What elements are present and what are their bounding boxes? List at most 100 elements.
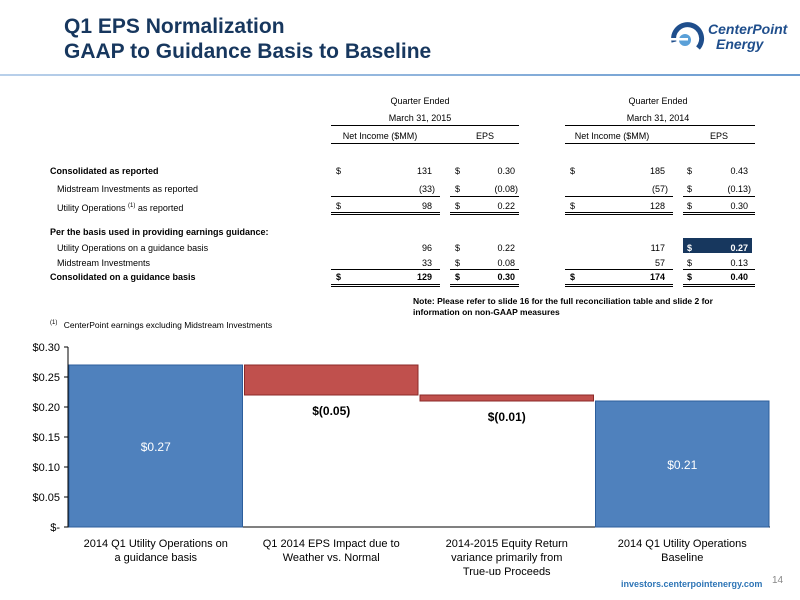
cell-ni15-midstream-inv: 33 bbox=[421, 258, 432, 268]
cell-eps14-consolidated: 0.43 bbox=[730, 166, 748, 176]
reconciliation-note: Note: Please refer to slide 16 for the f… bbox=[413, 296, 713, 317]
title-line-1: Q1 EPS Normalization bbox=[64, 15, 285, 38]
y-tick-label: $- bbox=[50, 522, 60, 534]
header-2014-underline bbox=[565, 125, 755, 126]
cell-eps14-midstream: (0.13) bbox=[727, 184, 751, 194]
subtotal-line bbox=[565, 269, 673, 270]
y-tick-label: $0.10 bbox=[32, 462, 60, 474]
currency-sign: $ bbox=[336, 201, 342, 211]
total-double-line bbox=[683, 212, 755, 215]
cell-ni15-consolidated: 131 bbox=[416, 166, 432, 176]
cell-eps14-midstream-inv: 0.13 bbox=[730, 258, 748, 268]
page-number: 14 bbox=[772, 575, 784, 586]
currency-sign: $ bbox=[687, 166, 693, 176]
title-line-2: GAAP to Guidance Basis to Baseline bbox=[64, 40, 432, 63]
cell-eps15-consolidated: 0.30 bbox=[497, 166, 515, 176]
highlight-cell bbox=[683, 238, 752, 253]
y-tick-label: $0.20 bbox=[32, 402, 60, 414]
currency-sign: $ bbox=[570, 201, 576, 211]
cell-eps14-utility: 0.30 bbox=[730, 201, 748, 211]
row-label-midstream-investments: Midstream Investments bbox=[57, 258, 151, 268]
col-eps-2014: EPS bbox=[709, 131, 728, 141]
category-label-2: Q1 2014 EPS Impact due to Weather vs. Nor… bbox=[263, 538, 400, 564]
subtotal-line bbox=[331, 196, 440, 197]
currency-sign: $ bbox=[687, 201, 693, 211]
data-label-4: $0.21 bbox=[667, 458, 697, 472]
cell-eps15-midstream: (0.08) bbox=[494, 184, 518, 194]
header-2015-underline bbox=[331, 125, 519, 126]
cell-eps15-utility: 0.22 bbox=[497, 201, 515, 211]
row-label-consolidated-reported: Consolidated as reported bbox=[50, 166, 159, 176]
subtotal-line bbox=[565, 196, 673, 197]
cell-ni14-consolidated-guidance: 174 bbox=[649, 272, 665, 282]
total-double-line bbox=[565, 284, 673, 287]
y-tick-label: $0.15 bbox=[32, 432, 60, 444]
data-label-1: $0.27 bbox=[141, 440, 171, 454]
subtotal-line bbox=[683, 269, 755, 270]
total-double-line bbox=[450, 284, 519, 287]
subtotal-line bbox=[450, 269, 519, 270]
currency-sign: $ bbox=[687, 243, 693, 253]
utility-label: Utility Operations bbox=[57, 203, 126, 213]
cell-ni15-consolidated-guidance: 129 bbox=[416, 272, 432, 282]
currency-sign: $ bbox=[336, 272, 342, 282]
y-tick-label: $0.05 bbox=[32, 492, 60, 504]
total-double-line bbox=[331, 284, 440, 287]
col-net-income-2014: Net Income ($MM) bbox=[574, 131, 650, 141]
total-double-line bbox=[683, 284, 755, 287]
section-guidance-basis: Per the basis used in providing earnings… bbox=[50, 227, 269, 237]
data-label-2: $(0.05) bbox=[312, 404, 350, 418]
currency-sign: $ bbox=[455, 272, 461, 282]
row-label-midstream-reported: Midstream Investments as reported bbox=[57, 184, 199, 194]
footer-url[interactable]: investors.centerpointenergy.com bbox=[621, 579, 763, 589]
header-2014-date: March 31, 2014 bbox=[626, 113, 690, 123]
currency-sign: $ bbox=[455, 201, 461, 211]
total-double-line bbox=[450, 212, 519, 215]
footnote-text: CenterPoint earnings excluding Midstream… bbox=[63, 319, 273, 330]
category-label-1: 2014 Q1 Utility Operations on a guidance … bbox=[84, 538, 228, 564]
cell-eps14-consolidated-guidance: 0.40 bbox=[730, 272, 748, 282]
header-divider bbox=[0, 74, 800, 76]
currency-sign: $ bbox=[336, 166, 342, 176]
cell-ni14-utility: 128 bbox=[649, 201, 665, 211]
page-title: Q1 EPS Normalization GAAP to Guidance Ba… bbox=[64, 14, 431, 64]
header-2014-quarter: Quarter Ended bbox=[628, 96, 688, 106]
cell-ni15-utility: 98 bbox=[421, 201, 432, 211]
logo-text-line-1: CenterPoint bbox=[708, 21, 788, 37]
currency-sign: $ bbox=[455, 166, 461, 176]
bar-1 bbox=[68, 364, 243, 528]
currency-sign: $ bbox=[570, 272, 576, 282]
cell-ni14-consolidated: 185 bbox=[649, 166, 665, 176]
y-tick-label: $0.25 bbox=[32, 372, 60, 384]
category-label-4: 2014 Q1 Utility Operations Baseline bbox=[618, 538, 748, 564]
category-label-3: 2014-2015 Equity Return variance primaril… bbox=[446, 538, 568, 575]
footnote: (1) CenterPoint earnings excluding Midst… bbox=[50, 318, 272, 331]
centerpoint-logo-icon bbox=[670, 22, 705, 50]
cell-ni15-midstream: (33) bbox=[418, 184, 435, 194]
cell-eps15-midstream-inv: 0.08 bbox=[497, 258, 515, 268]
currency-sign: $ bbox=[455, 184, 461, 194]
data-label-3: $(0.01) bbox=[488, 410, 526, 424]
currency-sign: $ bbox=[455, 258, 461, 268]
bar-4 bbox=[595, 400, 770, 528]
col-eps-2015: EPS bbox=[475, 131, 494, 141]
row-label-consolidated-guidance: Consolidated on a guidance basis bbox=[50, 272, 196, 282]
row-label-utility-reported: Utility Operations (1) as reported bbox=[57, 201, 183, 214]
subtotal-line bbox=[450, 196, 519, 197]
cell-ni15-utility-guidance: 96 bbox=[421, 243, 432, 253]
currency-sign: $ bbox=[687, 258, 693, 268]
cell-ni14-utility-guidance: 117 bbox=[650, 243, 665, 253]
currency-sign: $ bbox=[687, 272, 693, 282]
bar-2 bbox=[244, 364, 419, 396]
eps-waterfall-chart: $- $0.05 $0.10 $0.15 $0.20 $0.25 $0.30 $0.27 201… bbox=[32, 342, 770, 575]
utility-label-suffix: as reported bbox=[137, 203, 184, 213]
bar-3 bbox=[419, 394, 594, 402]
cell-eps15-consolidated-guidance: 0.30 bbox=[497, 272, 515, 282]
cell-eps14-utility-guidance: 0.27 bbox=[730, 243, 748, 253]
subtotal-line bbox=[331, 269, 440, 270]
logo-text-line-2: Energy bbox=[716, 36, 764, 52]
currency-sign: $ bbox=[455, 243, 461, 253]
col-header-2014-underline bbox=[565, 143, 755, 144]
row-label-utility-guidance: Utility Operations on a guidance basis bbox=[57, 243, 209, 253]
subtotal-line bbox=[683, 196, 755, 197]
